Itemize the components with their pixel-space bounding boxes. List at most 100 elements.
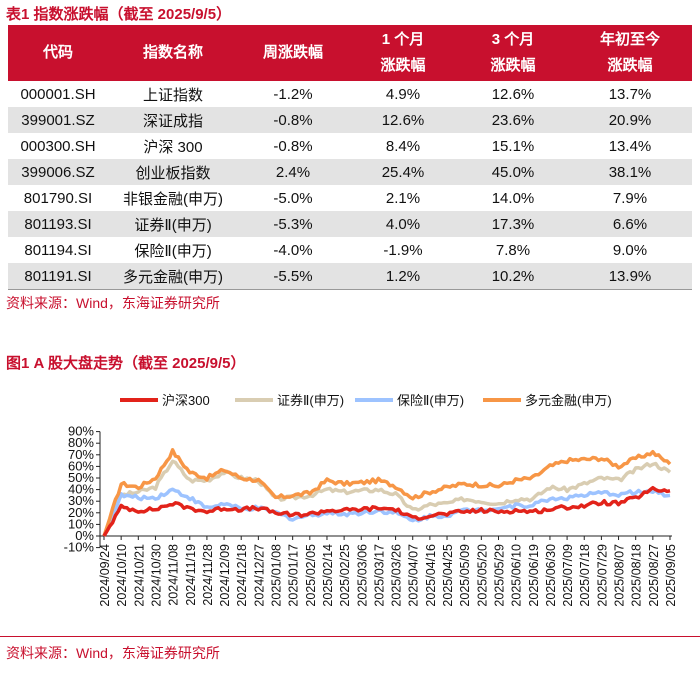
table-cell: 13.7% (608, 85, 652, 103)
table-row: 801191.SI 多元金融(申万) -5.5% 1.2% 10.2% 13.9% (8, 263, 692, 290)
table-cell: 非银金融(申万) (123, 190, 223, 208)
x-tick-label: 2025/07/09 (561, 544, 575, 607)
table-row: 801193.SI 证券Ⅱ(申万) -5.3% 4.0% 17.3% 6.6% (8, 211, 692, 237)
x-tick-label: 2025/07/29 (595, 544, 609, 607)
x-tick-label: 2024/12/27 (252, 544, 266, 607)
legend-swatch (483, 397, 521, 402)
table-cell: 399001.SZ (8, 107, 108, 133)
table-cell: -1.9% (383, 241, 423, 259)
x-tick-label: 2025/08/07 (613, 544, 627, 607)
table-row: 801790.SI 非银金融(申万) -5.0% 2.1% 14.0% 7.9% (8, 185, 692, 211)
table-row: 000300.SH 沪深 300 -0.8% 8.4% 15.1% 13.4% (8, 133, 692, 159)
table-cell: 沪深 300 (143, 138, 203, 156)
table-cell: 2.4% (238, 159, 348, 185)
x-tick-label: 2025/07/18 (578, 544, 592, 607)
column-header: 周涨跌幅 (238, 25, 348, 81)
market-trend-chart: -10%0%10%20%30%40%50%60%70%80%90% 2024/09… (64, 424, 678, 607)
series-line (102, 448, 672, 537)
y-tick-label: 0% (75, 528, 94, 543)
table-cell: 23.6% (458, 107, 568, 133)
table-cell: 上证指数 (142, 86, 203, 104)
table-row: 399006.SZ 创业板指数 2.4% 25.4% 45.0% 38.1% (8, 159, 692, 185)
table-cell: 25.4% (348, 159, 458, 185)
x-tick-label: 2025/04/07 (407, 544, 421, 607)
table-cell: 17.3% (458, 211, 568, 237)
x-tick-label: 2025/08/27 (647, 544, 661, 607)
column-header: 1 个月 涨跌幅 (348, 25, 458, 81)
table-cell: 6.6% (568, 211, 692, 237)
table-cell: 801194.SI (24, 241, 92, 259)
legend-label: 多元金融(申万) (525, 393, 612, 408)
table-cell: 000300.SH (20, 137, 96, 155)
y-tick-label: 40% (68, 482, 94, 497)
table-cell: 多元金融(申万) (108, 263, 238, 290)
x-tick-label: 2025/03/06 (355, 544, 369, 607)
table-cell: -0.8% (273, 137, 313, 155)
table-cell: 10.2% (458, 263, 568, 290)
table-cell: -5.3% (238, 211, 348, 237)
table-cell: 4.9% (385, 85, 421, 103)
x-tick-label: 2024/10/10 (115, 544, 129, 607)
legend-label: 证券Ⅱ(申万) (277, 393, 345, 408)
header-label: 3 个月 (491, 31, 535, 48)
y-tick-label: 80% (68, 435, 94, 450)
table-cell: 801191.SI (8, 263, 108, 290)
y-tick-label: 50% (68, 470, 94, 485)
table-row: 000001.SH 上证指数 -1.2% 4.9% 12.6% 13.7% (8, 81, 692, 107)
table-cell: 000001.SH (20, 85, 96, 103)
table-cell: -0.8% (238, 107, 348, 133)
table-title: 表1 指数涨跌幅（截至 2025/9/5） (6, 6, 232, 23)
x-tick-label: 2025/06/30 (544, 544, 558, 607)
x-tick-label: 2024/11/08 (167, 544, 181, 606)
table-cell: 8.4% (385, 137, 421, 155)
legend-item: 证券Ⅱ(申万) (235, 390, 344, 409)
table-cell: 45.0% (458, 159, 568, 185)
y-tick-label: 90% (68, 424, 94, 439)
table-cell: 1.2% (348, 263, 458, 290)
table-cell: 9.0% (612, 241, 648, 259)
table-cell: 12.6% (348, 107, 458, 133)
x-tick-label: 2024/11/28 (201, 544, 215, 606)
x-tick-label: 2025/03/26 (390, 544, 404, 607)
x-tick-label: 2024/12/18 (235, 544, 249, 607)
table-cell: 20.9% (568, 107, 692, 133)
divider (0, 636, 700, 637)
x-tick-label: 2025/02/05 (304, 544, 318, 607)
x-tick-label: 2025/08/18 (630, 544, 644, 607)
table-cell: 399006.SZ (8, 159, 108, 185)
x-tick-label: 2025/05/20 (475, 544, 489, 607)
table-cell: 15.1% (491, 137, 535, 155)
legend-item: 沪深300 (120, 390, 210, 409)
table-row: 399001.SZ 深证成指 -0.8% 12.6% 23.6% 20.9% (8, 107, 692, 133)
legend-item: 保险Ⅱ(申万) (355, 390, 464, 409)
x-tick-label: 2024/09/24 (98, 544, 112, 607)
x-tick-label: 2025/02/14 (321, 544, 335, 607)
legend-label: 保险Ⅱ(申万) (397, 393, 465, 408)
table-cell: 13.4% (608, 137, 652, 155)
x-tick-label: 2025/01/17 (287, 544, 301, 607)
column-header: 代码 (8, 25, 108, 81)
table-cell: 12.6% (491, 85, 535, 103)
table-cell: 证券Ⅱ(申万) (108, 211, 238, 237)
series-line (102, 459, 672, 537)
table-cell: -1.2% (273, 85, 313, 103)
table-cell: -5.0% (273, 189, 313, 207)
legend-item: 多元金融(申万) (483, 390, 612, 409)
series-line (102, 487, 671, 537)
y-tick-label: 30% (68, 493, 94, 508)
table-cell: 801193.SI (8, 211, 108, 237)
y-tick-label: 70% (68, 447, 94, 462)
x-tick-label: 2025/06/19 (527, 544, 541, 607)
table-cell: 创业板指数 (108, 159, 238, 185)
table-cell: -4.0% (273, 241, 313, 259)
table-cell: 2.1% (385, 189, 421, 207)
table-cell: 13.9% (568, 263, 692, 290)
x-tick-label: 2024/10/21 (132, 544, 146, 607)
legend-label: 沪深300 (162, 393, 210, 408)
table-cell: 7.8% (495, 241, 531, 259)
header-label: 年初至今 (599, 31, 660, 48)
header-label: 涨跌幅 (380, 57, 426, 74)
x-tick-label: 2025/05/09 (458, 544, 472, 607)
x-tick-label: 2025/06/10 (510, 544, 524, 607)
column-header: 3 个月 涨跌幅 (458, 25, 568, 81)
